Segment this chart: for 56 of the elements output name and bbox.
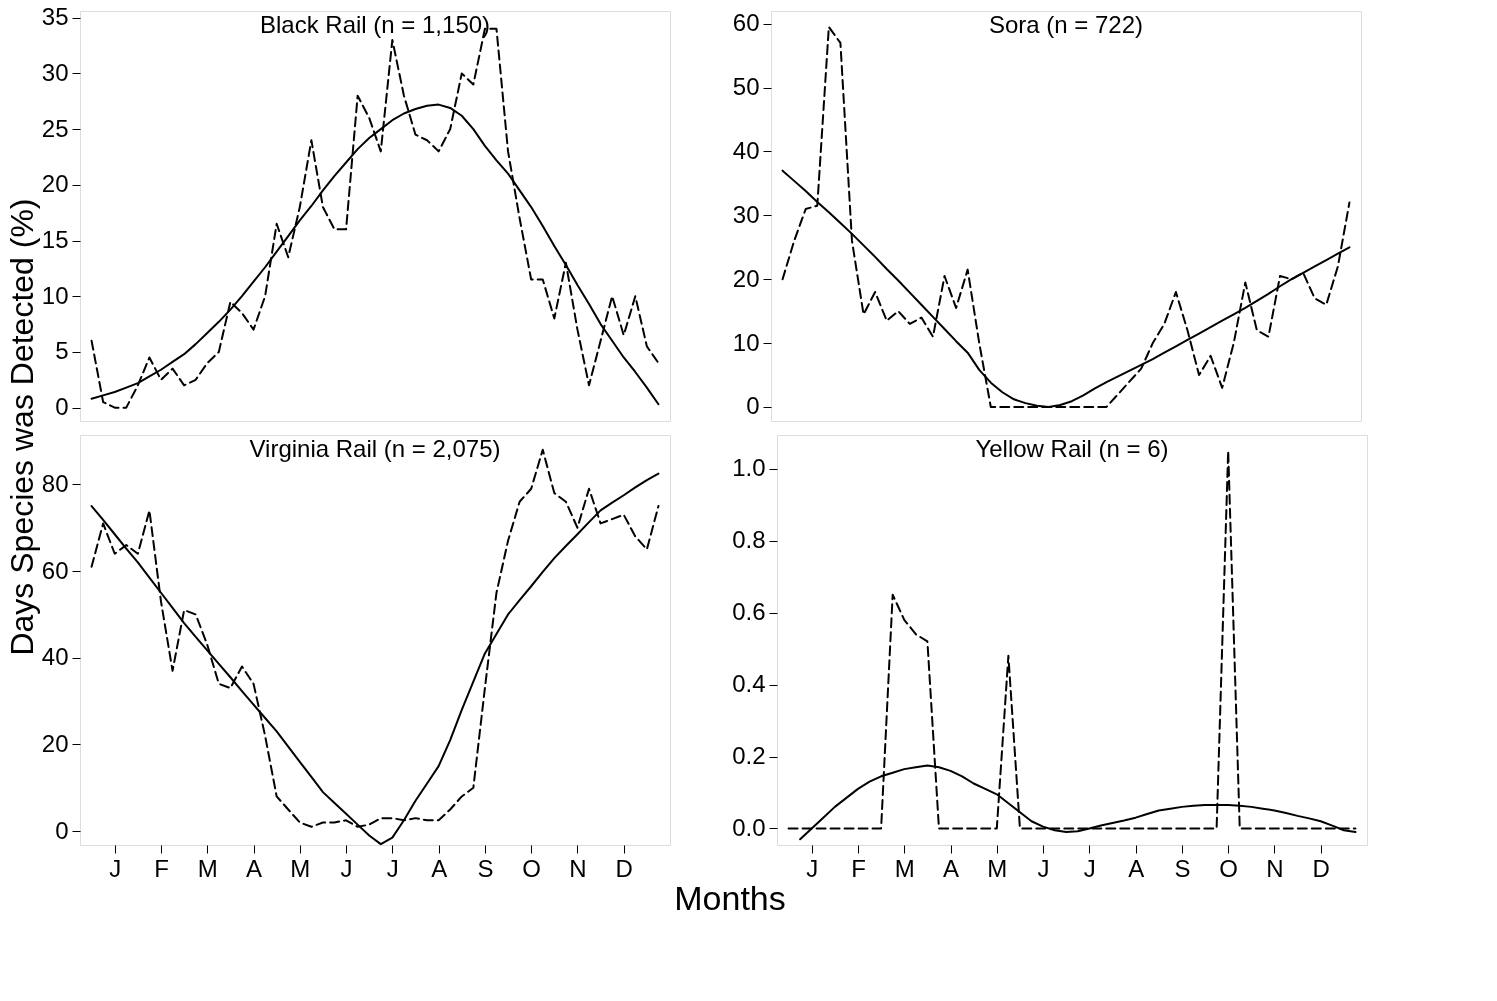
x-tick-label: O xyxy=(1219,854,1239,882)
y-tick-label: 0.8 xyxy=(732,526,766,554)
x-tick-label: O xyxy=(522,854,542,882)
y-tick-label: 20 xyxy=(41,170,69,198)
y-tick-label: 15 xyxy=(41,226,69,254)
x-tick-label: J xyxy=(1037,854,1050,882)
x-tick-label: F xyxy=(154,854,169,882)
y-axis-title: Days Species was Detected (%) xyxy=(4,198,40,656)
y-tick-label: 25 xyxy=(41,114,69,142)
x-tick-label: N xyxy=(569,854,587,882)
chart-title: Black Rail (n = 1,150) xyxy=(259,11,491,38)
y-tick-label: 80 xyxy=(41,469,69,497)
x-tick-label: M xyxy=(197,854,218,882)
x-axis-title: Months xyxy=(674,879,786,917)
y-tick-label: 60 xyxy=(732,9,760,37)
x-tick-label: J xyxy=(1083,854,1096,882)
y-tick-label: 0 xyxy=(746,392,760,420)
y-tick-label: 20 xyxy=(41,729,69,757)
x-tick-label: M xyxy=(987,854,1008,882)
x-tick-label: A xyxy=(431,854,448,882)
x-tick-label: F xyxy=(851,854,866,882)
y-tick-label: 0 xyxy=(55,816,69,844)
x-tick-label: M xyxy=(894,854,915,882)
y-tick-label: 20 xyxy=(732,264,760,292)
x-tick-label: J xyxy=(806,854,819,882)
y-tick-label: 10 xyxy=(732,328,760,356)
y-tick-label: 10 xyxy=(41,281,69,309)
x-tick-label: J xyxy=(386,854,399,882)
y-tick-label: 0 xyxy=(55,393,69,421)
x-tick-label: S xyxy=(477,854,494,882)
y-tick-label: 5 xyxy=(55,337,69,365)
x-tick-label: A xyxy=(943,854,960,882)
chart-title: Yellow Rail (n = 6) xyxy=(975,435,1169,462)
y-tick-label: 1.0 xyxy=(732,454,766,482)
y-tick-label: 40 xyxy=(41,643,69,671)
y-tick-label: 50 xyxy=(732,73,760,101)
x-tick-label: J xyxy=(340,854,353,882)
y-tick-label: 0.6 xyxy=(732,598,766,626)
x-tick-label: S xyxy=(1174,854,1191,882)
x-tick-label: A xyxy=(246,854,263,882)
y-tick-label: 35 xyxy=(41,3,69,31)
x-tick-label: M xyxy=(290,854,311,882)
x-tick-label: D xyxy=(1312,854,1330,882)
x-tick-label: N xyxy=(1266,854,1284,882)
x-tick-label: A xyxy=(1128,854,1145,882)
chart-title: Sora (n = 722) xyxy=(988,11,1144,38)
y-tick-label: 30 xyxy=(732,200,760,228)
y-tick-label: 0.0 xyxy=(732,813,766,841)
y-tick-label: 0.4 xyxy=(732,670,766,698)
x-tick-label: J xyxy=(109,854,122,882)
y-tick-label: 40 xyxy=(732,137,760,164)
y-tick-label: 60 xyxy=(41,556,69,584)
y-tick-label: 0.2 xyxy=(732,742,766,770)
chart-title: Virginia Rail (n = 2,075) xyxy=(249,435,501,462)
x-tick-label: D xyxy=(615,854,633,882)
y-tick-label: 30 xyxy=(41,58,69,86)
